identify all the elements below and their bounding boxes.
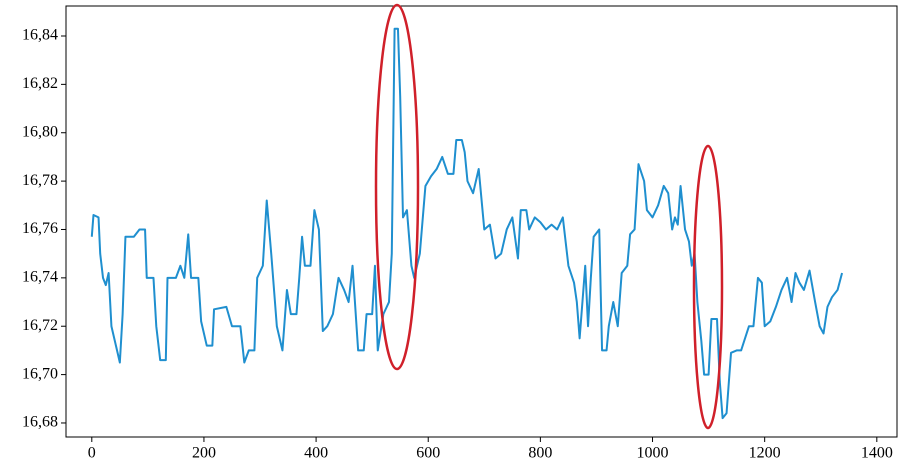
y-tick-label: 16,84 — [22, 27, 58, 44]
x-tick-label: 400 — [304, 445, 328, 462]
x-tick-label: 200 — [192, 445, 216, 462]
highlight-ellipse — [374, 3, 420, 371]
y-tick-label: 16,78 — [22, 172, 58, 189]
x-tick-label: 0 — [88, 445, 96, 462]
y-tick-label: 16,68 — [22, 414, 58, 431]
x-tick-label: 800 — [528, 445, 552, 462]
data-line — [90, 27, 844, 420]
highlight-ellipse — [692, 144, 724, 430]
y-tick-label: 16,76 — [22, 220, 58, 237]
y-tick-label: 16,74 — [22, 269, 58, 286]
plot-frame — [65, 5, 898, 438]
x-tick-label: 600 — [416, 445, 440, 462]
y-tick-label: 16,72 — [22, 317, 58, 334]
y-tick-label: 16,70 — [22, 365, 58, 382]
x-tick-label: 1400 — [861, 445, 893, 462]
x-tick-label: 1000 — [637, 445, 669, 462]
y-tick-label: 16,82 — [22, 75, 58, 92]
y-tick-label: 16,80 — [22, 123, 58, 140]
x-tick-label: 1200 — [749, 445, 781, 462]
